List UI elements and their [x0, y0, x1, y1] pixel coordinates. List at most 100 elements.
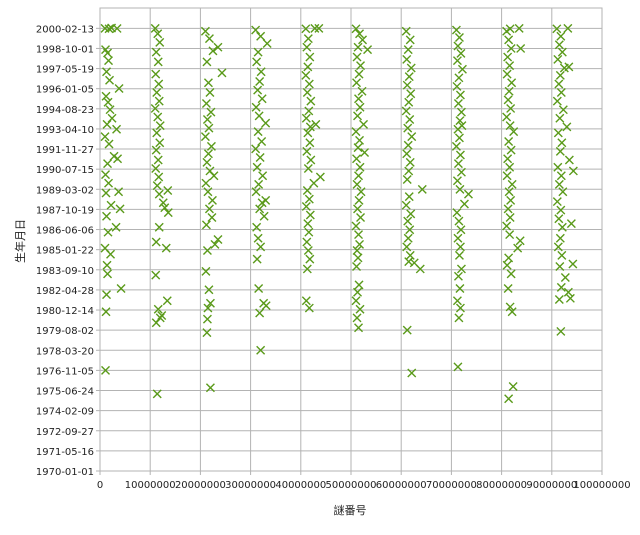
data-point [459, 199, 469, 209]
data-point [101, 365, 111, 375]
data-point [355, 162, 365, 172]
data-point-stroke [514, 23, 524, 33]
data-point-stroke [457, 121, 467, 131]
data-point-stroke [402, 80, 412, 90]
data-point [151, 145, 161, 155]
data-point-stroke [101, 365, 111, 375]
data-point [102, 290, 112, 300]
data-point-stroke [153, 112, 163, 122]
data-point-stroke [402, 325, 412, 335]
data-point-stroke [352, 261, 362, 271]
data-point-stroke [352, 313, 362, 323]
data-point-stroke [555, 233, 565, 243]
data-point-stroke [304, 227, 314, 237]
data-point [217, 68, 227, 78]
data-point [202, 246, 212, 255]
data-point [402, 242, 412, 252]
data-point-stroke [251, 187, 261, 197]
data-point [152, 181, 162, 191]
data-point-stroke [452, 56, 462, 66]
data-point-stroke [355, 162, 365, 172]
data-point-stroke [506, 103, 516, 113]
data-point-stroke [102, 119, 112, 129]
data-point [303, 164, 313, 173]
data-point [356, 61, 366, 71]
data-point [201, 178, 211, 188]
data-point [353, 42, 363, 52]
data-point [155, 313, 165, 323]
data-point [552, 24, 562, 34]
data-point-stroke [363, 45, 373, 55]
data-point-stroke [152, 181, 162, 191]
data-point [555, 146, 565, 156]
data-point-stroke [252, 162, 262, 172]
data-point [355, 135, 365, 145]
data-point [259, 211, 269, 221]
data-point-stroke [253, 127, 263, 137]
data-point-stroke [102, 290, 112, 300]
x-tick-label: 30000000 [225, 480, 276, 491]
data-point-stroke [359, 119, 369, 129]
data-point-stroke [353, 253, 363, 263]
data-point-stroke [454, 32, 464, 42]
data-point [505, 61, 515, 71]
data-point-stroke [456, 225, 466, 235]
data-point [255, 153, 265, 162]
data-point [353, 111, 363, 121]
data-point [452, 81, 462, 91]
data-point [455, 303, 465, 313]
data-point [251, 144, 261, 154]
data-point [151, 69, 161, 79]
data-point [405, 35, 415, 45]
data-point-stroke [509, 127, 519, 137]
data-point [404, 97, 414, 107]
data-point-stroke [102, 211, 112, 221]
data-point-stroke [565, 293, 575, 303]
y-tick-label: 1986-06-06 [36, 226, 94, 237]
data-point-stroke [259, 211, 269, 221]
data-point [301, 201, 311, 211]
data-point-stroke [109, 151, 119, 161]
data-point [405, 114, 415, 124]
data-point-stroke [354, 195, 364, 205]
data-point [456, 107, 466, 117]
data-point [504, 187, 514, 197]
data-point [304, 303, 314, 313]
data-point-stroke [302, 42, 312, 52]
data-point-stroke [360, 148, 370, 158]
data-point [404, 72, 414, 82]
data-point [205, 383, 215, 393]
data-point-stroke [256, 31, 266, 41]
data-point [503, 95, 513, 105]
data-point [207, 195, 217, 205]
data-point [253, 233, 263, 243]
x-tick-label: 20000000 [175, 480, 226, 491]
data-point [506, 145, 516, 155]
data-point [302, 237, 312, 247]
data-point [150, 23, 160, 33]
data-point-stroke [301, 113, 311, 123]
data-point-stroke [406, 63, 416, 73]
data-point [314, 23, 324, 33]
data-point-stroke [304, 79, 314, 89]
data-point [502, 112, 512, 122]
data-point [556, 326, 566, 336]
data-point-stroke [102, 260, 112, 270]
data-point-stroke [354, 280, 364, 290]
x-tick-label: 60000000 [376, 480, 427, 491]
y-tick-label: 1998-10-01 [36, 44, 94, 55]
data-point-stroke [114, 83, 124, 93]
data-point [508, 382, 518, 392]
data-point [104, 139, 114, 149]
data-point-stroke [515, 236, 525, 246]
data-point-stroke [102, 67, 112, 77]
data-point-stroke [403, 140, 413, 150]
data-point [354, 69, 364, 79]
data-point [555, 70, 565, 80]
data-point-stroke [154, 222, 164, 232]
data-point [502, 69, 512, 79]
data-point-stroke [303, 219, 313, 229]
data-point [355, 239, 365, 249]
data-point-stroke [459, 199, 469, 209]
